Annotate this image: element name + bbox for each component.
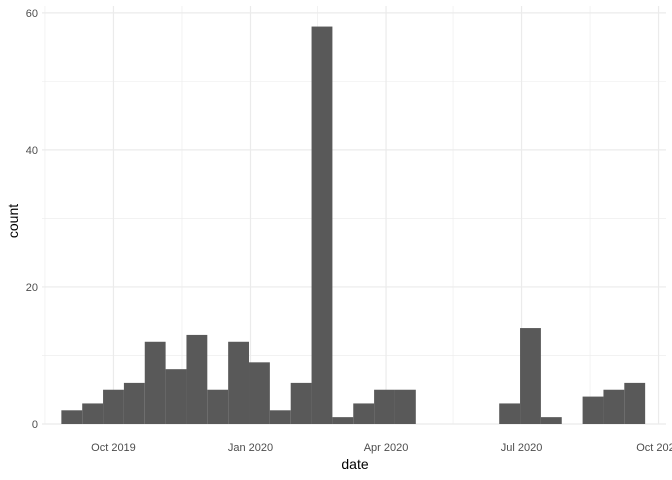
histogram-bar <box>394 389 416 424</box>
x-tick-label: Oct 2019 <box>91 442 136 454</box>
histogram-bar <box>540 417 562 424</box>
histogram-bar <box>228 341 250 424</box>
x-axis-title: date <box>341 456 368 472</box>
histogram-bar <box>144 341 166 424</box>
histogram-bar <box>624 382 646 424</box>
histogram-bar <box>582 396 604 424</box>
histogram-bar <box>82 403 104 424</box>
x-axis-tick-labels: Oct 2019 Jan 2020 Apr 2020 Jul 2020 Oct 2020 <box>91 442 672 454</box>
histogram-bar <box>520 328 541 424</box>
histogram-bar <box>186 334 208 424</box>
x-tick-label: Jul 2020 <box>501 442 543 454</box>
histogram-bar <box>353 403 375 424</box>
histogram-bar <box>165 369 187 424</box>
y-tick-label: 0 <box>32 419 38 431</box>
y-tick-label: 20 <box>26 282 38 294</box>
y-axis-tick-labels: 0 20 40 60 <box>26 8 38 431</box>
histogram-bar <box>269 410 291 424</box>
histogram-bar <box>61 410 83 424</box>
y-tick-label: 60 <box>26 8 38 20</box>
histogram-bar <box>249 362 270 424</box>
y-axis-title: count <box>5 204 21 238</box>
minor-gridlines <box>42 6 666 424</box>
x-tick-label: Apr 2020 <box>364 442 409 454</box>
x-tick-label: Jan 2020 <box>228 442 273 454</box>
histogram-bar <box>374 389 395 424</box>
histogram-bar <box>499 403 521 424</box>
histogram-bar <box>332 417 354 424</box>
histogram-bar <box>603 389 625 424</box>
histogram-bar <box>311 26 333 425</box>
histogram-bar <box>290 382 312 424</box>
major-gridlines <box>42 6 666 425</box>
histogram-bar <box>123 382 145 424</box>
histogram-bar <box>103 389 124 424</box>
histogram-bar <box>207 389 229 424</box>
y-tick-label: 40 <box>26 145 38 157</box>
histogram-bars <box>61 26 646 425</box>
x-tick-label: Oct 2020 <box>636 442 672 454</box>
